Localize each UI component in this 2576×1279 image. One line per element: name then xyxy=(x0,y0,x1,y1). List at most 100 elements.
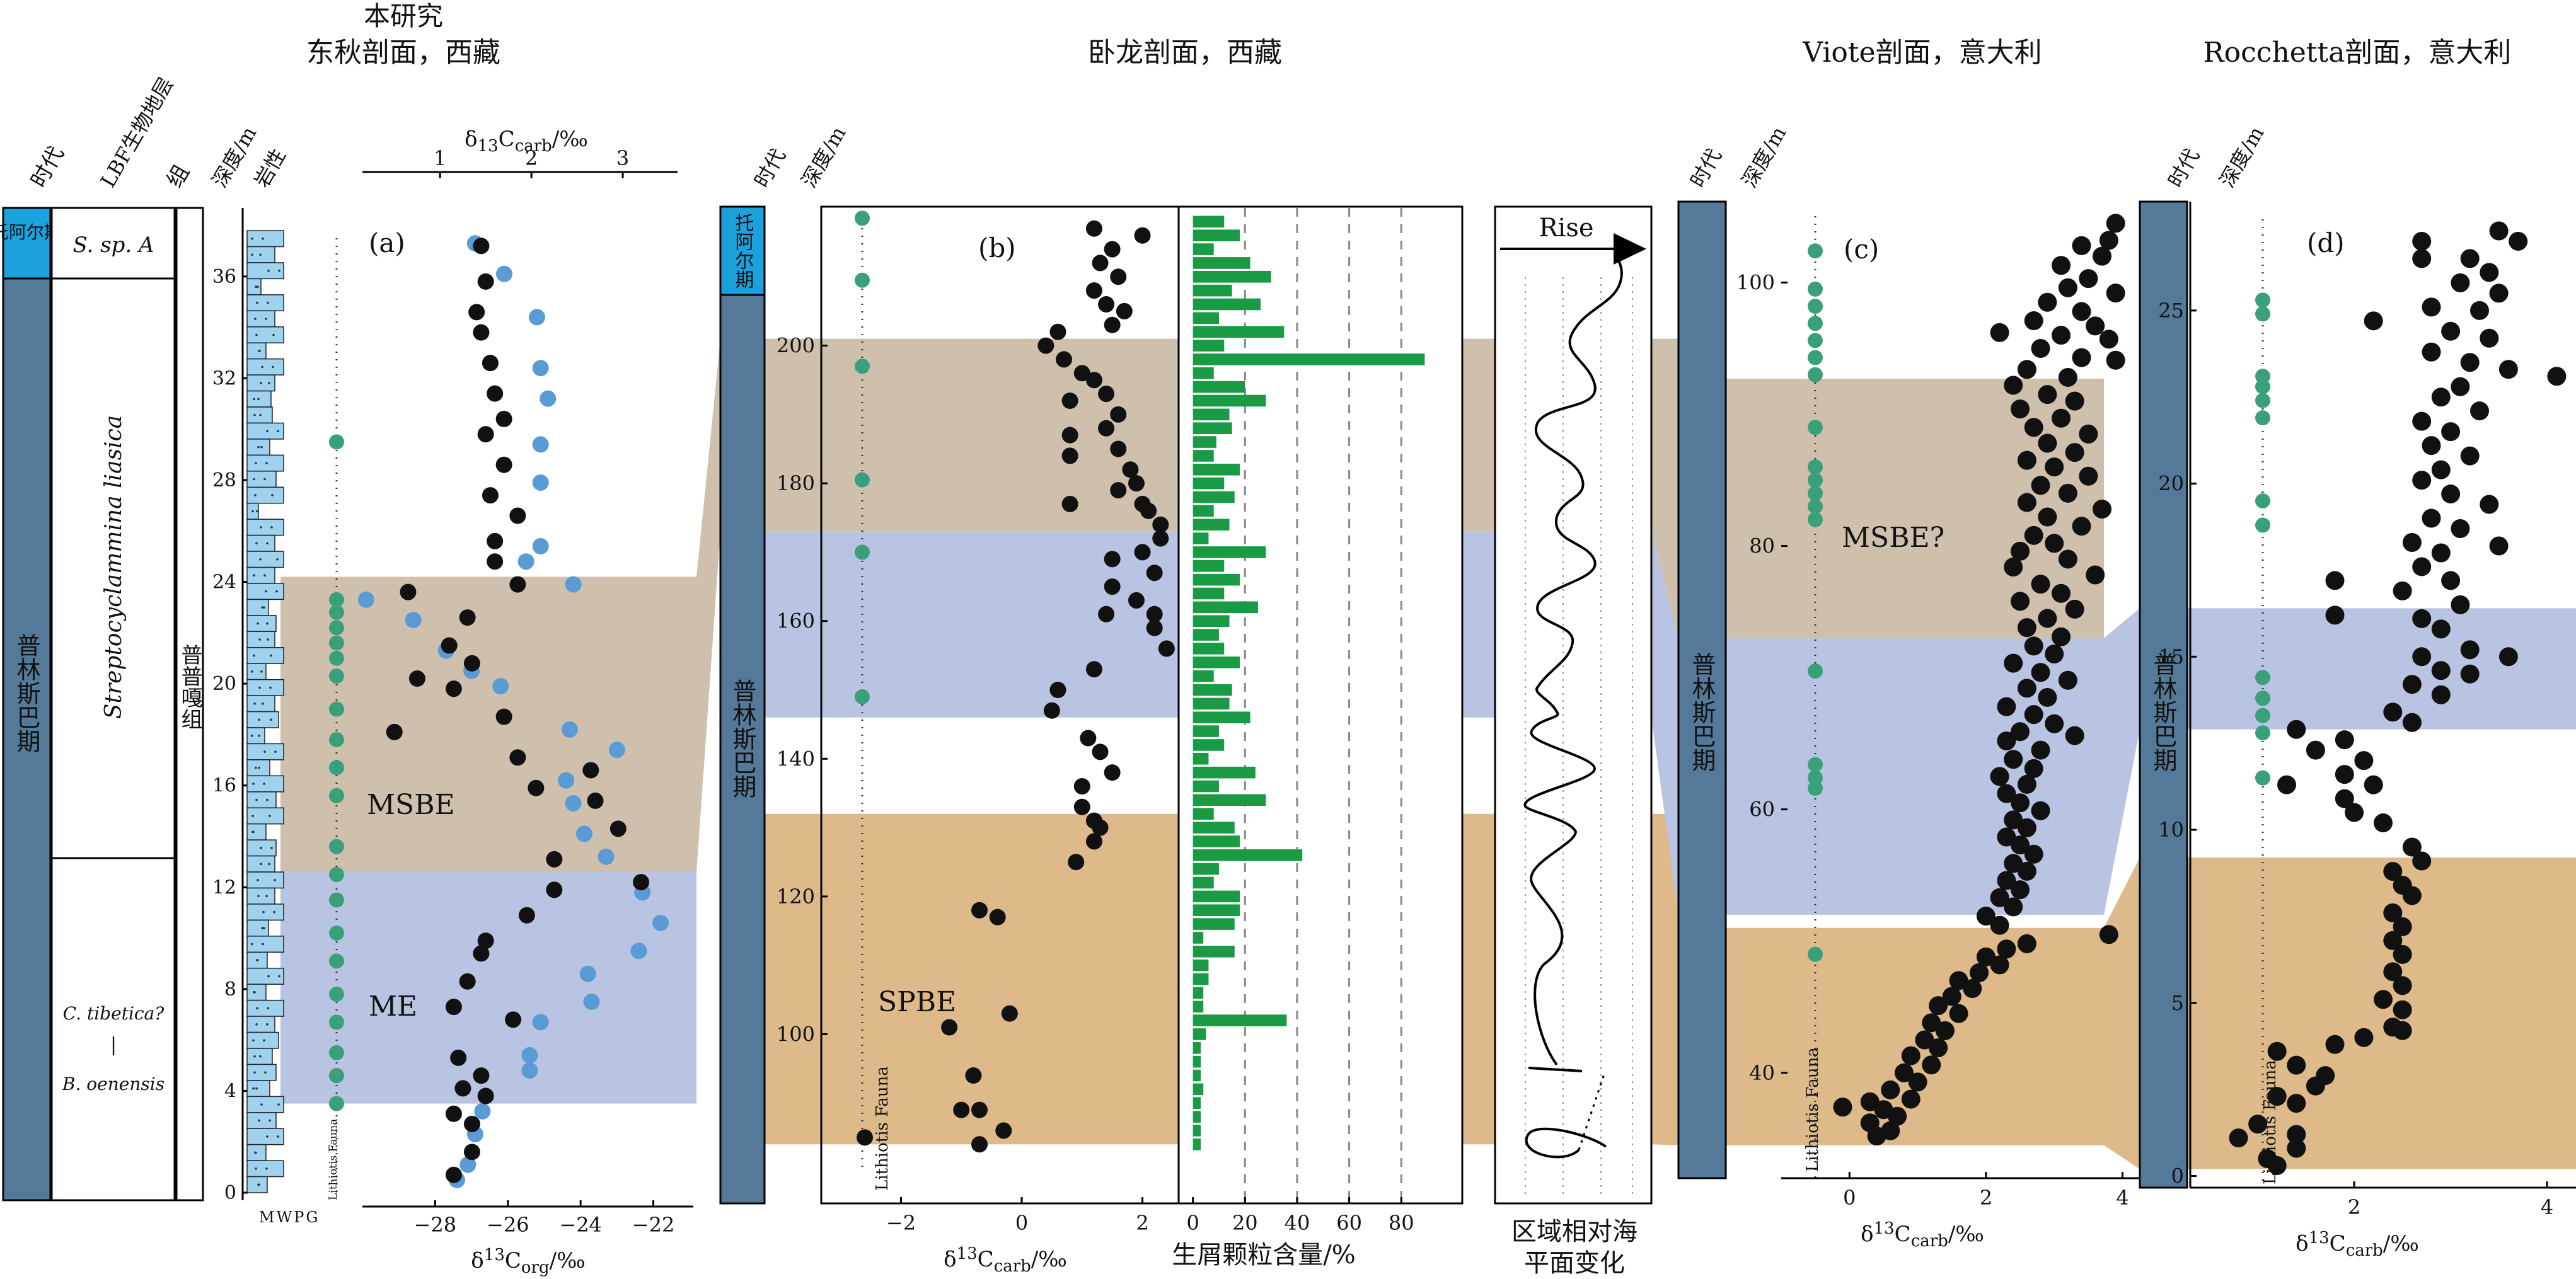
bioclast-bar xyxy=(1193,1001,1204,1013)
carb-point xyxy=(1990,323,2009,342)
carb-point xyxy=(2045,457,2064,477)
carb-point xyxy=(2287,720,2306,739)
lbf-s-sp-a: S. sp. A xyxy=(72,232,154,258)
lithiotis-marker xyxy=(329,592,344,607)
carb-point xyxy=(2383,703,2403,722)
carb-point xyxy=(1997,697,2016,716)
carb-point xyxy=(1104,578,1121,595)
lithology-bed xyxy=(246,1160,284,1178)
lithiotis-marker xyxy=(2255,517,2270,533)
points-b xyxy=(857,220,1175,1153)
carb-point xyxy=(2335,765,2354,784)
carb-point xyxy=(2547,367,2567,386)
lithology-grain xyxy=(260,670,263,673)
lithology-bed xyxy=(246,919,269,937)
lithology-bed xyxy=(246,566,275,584)
carb-point xyxy=(1929,1038,1948,1058)
bioclast-bar xyxy=(1193,697,1230,710)
lithology-bed xyxy=(246,615,277,633)
d-xtick-label: 4 xyxy=(2541,1195,2553,1219)
lithology-grain xyxy=(267,301,269,304)
lithology-bed xyxy=(246,646,284,664)
bioclast-bar xyxy=(1193,1041,1201,1054)
carb-point xyxy=(2065,391,2084,411)
carb-point xyxy=(495,411,512,427)
carb-point xyxy=(2383,903,2403,922)
lithology-grain xyxy=(260,1103,263,1106)
lithology-grain xyxy=(269,1119,271,1122)
org-point xyxy=(532,360,549,377)
lithiotis-marker xyxy=(329,1068,344,1084)
carb-point xyxy=(2364,311,2383,331)
carb-point xyxy=(2460,446,2480,466)
bioclast-bar xyxy=(1193,822,1235,834)
lithology-grain xyxy=(266,542,269,545)
carb-point xyxy=(2052,256,2071,275)
lithiotis-marker xyxy=(2255,379,2270,394)
carb-point xyxy=(459,973,476,990)
carb-point xyxy=(2052,627,2071,646)
org-point xyxy=(652,914,669,931)
carb-point xyxy=(1152,516,1169,533)
lithiotis-marker xyxy=(2255,292,2270,308)
bioclast-bar xyxy=(1193,945,1235,958)
carb-point xyxy=(2354,1028,2374,1047)
carb-point xyxy=(2106,284,2125,303)
d-ytick-label: 25 xyxy=(2158,299,2184,323)
band-a-msbe xyxy=(280,576,696,873)
bioclast-bar xyxy=(1193,643,1225,655)
carb-point xyxy=(2431,685,2451,704)
connector-b-c-2 xyxy=(1651,531,1678,915)
col-depth-c: 深度/m xyxy=(1737,122,1791,192)
bioclast-bar xyxy=(1193,863,1219,875)
carb-point xyxy=(2470,301,2489,320)
carb-point xyxy=(2489,284,2509,303)
carb-point xyxy=(2248,1115,2268,1134)
carb-point xyxy=(1122,461,1139,478)
carb-point xyxy=(2024,311,2043,331)
bioclast-bar xyxy=(1193,904,1240,917)
carb-point xyxy=(2004,854,2023,873)
carb-point xyxy=(2052,326,2071,345)
bottom-tick-label-a: −24 xyxy=(559,1213,602,1237)
event-msbe-q: MSBE? xyxy=(1842,522,1944,554)
d-ytick-label: 5 xyxy=(2171,991,2184,1015)
carb-point xyxy=(582,762,599,779)
lithiotis-fauna-c xyxy=(1808,216,1823,1178)
carb-point xyxy=(1085,220,1102,237)
carb-point xyxy=(1949,1004,1968,1023)
carb-point xyxy=(2412,231,2432,251)
carb-point xyxy=(1901,1046,1920,1065)
lithology-grain xyxy=(260,526,262,529)
carb-point xyxy=(1128,475,1145,492)
carb-point xyxy=(2441,485,2461,504)
lithology-grain xyxy=(266,430,269,432)
carb-point xyxy=(1990,955,2009,975)
lithology-grain xyxy=(277,1103,280,1106)
carb-point xyxy=(2393,917,2412,936)
carb-point xyxy=(2011,592,2030,611)
lithology-grain xyxy=(262,943,264,946)
b-xaxis-title: δ13Ccarb/‰ xyxy=(944,1244,1067,1276)
org-point xyxy=(521,1047,538,1064)
stage-column-b xyxy=(719,205,766,1205)
lithology-grain xyxy=(253,398,255,401)
depth-tick-label-a: 32 xyxy=(212,367,236,389)
carb-point xyxy=(1061,393,1078,409)
lithiotis-marker xyxy=(329,986,344,1002)
lithology-grain xyxy=(259,253,262,256)
lithiotis-marker xyxy=(329,1045,344,1060)
lithiotis-marker xyxy=(329,839,344,854)
carb-point xyxy=(2093,500,2112,519)
b-xtick-label: 2 xyxy=(1136,1211,1148,1235)
carb-point xyxy=(1990,915,2009,935)
bioclast-bar xyxy=(1193,601,1258,614)
carb-point xyxy=(1073,778,1090,794)
carb-point xyxy=(473,945,490,962)
band-c-orange xyxy=(1726,927,2104,1145)
pliensbachian-label-d: 普林斯巴期 xyxy=(2149,652,2177,772)
lithiotis-marker xyxy=(1808,281,1823,297)
depth-tick-label-a: 16 xyxy=(212,775,236,797)
lithology-bed xyxy=(246,1031,279,1049)
carb-point xyxy=(1073,365,1090,382)
